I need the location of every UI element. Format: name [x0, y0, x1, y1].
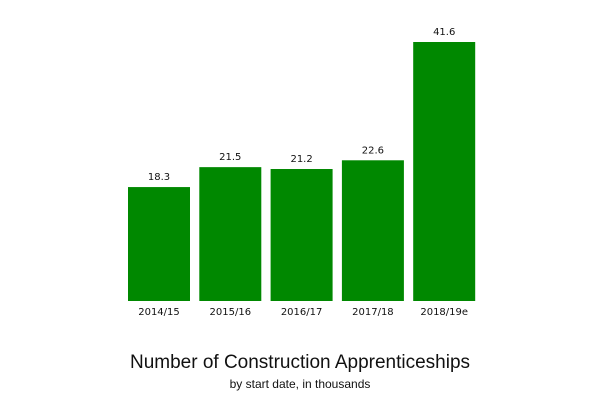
data-label: 41.6	[433, 27, 455, 38]
data-label: 22.6	[362, 145, 384, 156]
chart-subtitle: by start date, in thousands	[230, 377, 371, 391]
x-tick-label: 2015/16	[210, 307, 252, 318]
data-label: 21.2	[290, 154, 312, 165]
data-label: 18.3	[148, 172, 170, 183]
bar	[413, 42, 476, 301]
x-tick-label: 2016/17	[281, 307, 323, 318]
bar	[341, 160, 404, 301]
x-tick-label: 2014/15	[138, 307, 180, 318]
bar	[199, 167, 262, 301]
x-tick-label: 2018/19e	[420, 307, 468, 318]
data-label: 21.5	[219, 152, 241, 163]
x-tick-label: 2017/18	[352, 307, 394, 318]
bar	[128, 187, 190, 301]
bar	[270, 169, 333, 301]
chart-title: Number of Construction Apprenticeships	[130, 352, 470, 373]
